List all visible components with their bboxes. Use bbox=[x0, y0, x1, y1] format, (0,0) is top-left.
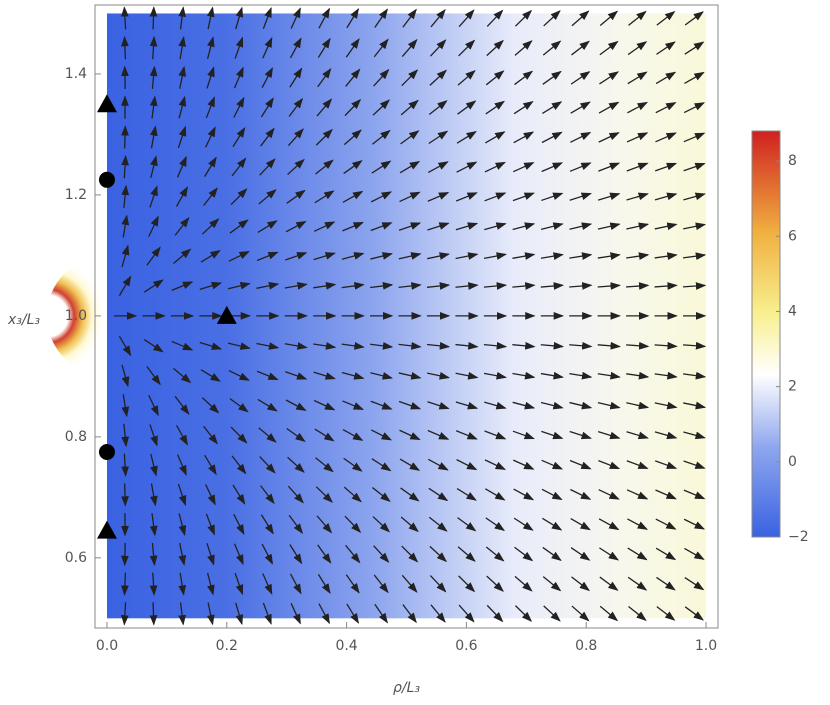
plot-area bbox=[47, 7, 706, 624]
colorbar-tick-label: 4 bbox=[788, 303, 797, 319]
arrow bbox=[125, 483, 126, 505]
marker-circle bbox=[99, 444, 115, 460]
y-axis-label: x₃/L₃ bbox=[7, 312, 40, 328]
arrow bbox=[153, 7, 154, 29]
colorbar-tick-label: 2 bbox=[788, 379, 797, 395]
colorbar-tick-label: 0 bbox=[788, 454, 797, 470]
x-axis-label: ρ/L₃ bbox=[393, 680, 420, 696]
x-tick-label: 0.6 bbox=[455, 638, 477, 654]
arrow bbox=[125, 126, 126, 148]
marker-circle bbox=[99, 172, 115, 188]
y-tick-label: 0.6 bbox=[65, 550, 87, 566]
y-tick-label: 0.8 bbox=[65, 429, 87, 445]
arrow bbox=[125, 573, 126, 595]
y-tick-label: 1.2 bbox=[65, 187, 87, 203]
colorbar bbox=[752, 131, 780, 537]
arrow bbox=[153, 602, 154, 624]
y-tick-label: 1.0 bbox=[65, 308, 87, 324]
x-tick-label: 1.0 bbox=[695, 638, 717, 654]
colorbar-tick-label: 8 bbox=[788, 153, 797, 169]
arrow bbox=[125, 37, 126, 59]
y-tick-label: 1.4 bbox=[65, 66, 87, 82]
colorbar-tick-label: 6 bbox=[788, 228, 797, 244]
colorbar-tick-label: −2 bbox=[788, 529, 809, 545]
x-tick-label: 0.4 bbox=[335, 638, 357, 654]
x-tick-label: 0.0 bbox=[96, 638, 118, 654]
x-tick-label: 0.8 bbox=[575, 638, 597, 654]
x-tick-label: 0.2 bbox=[216, 638, 238, 654]
